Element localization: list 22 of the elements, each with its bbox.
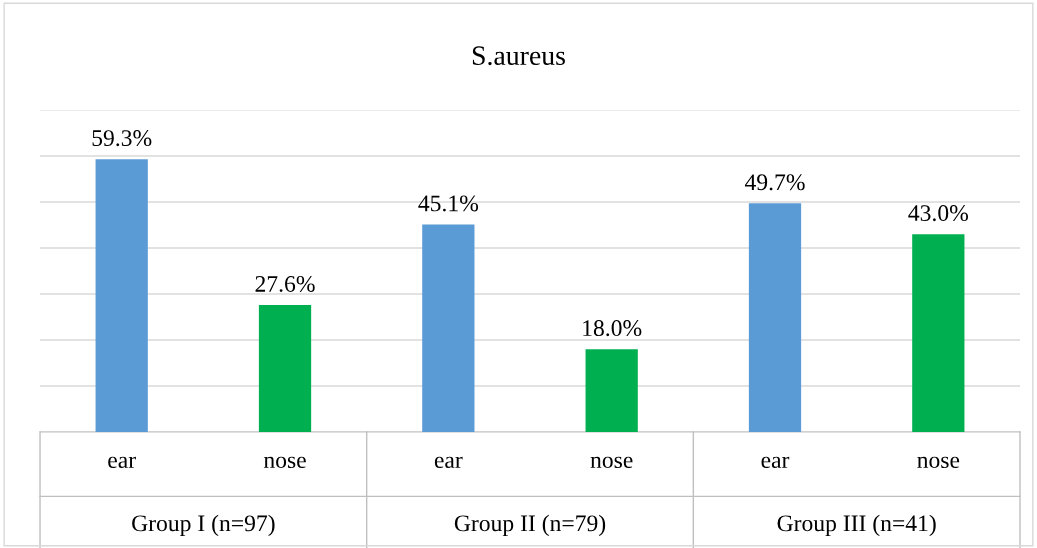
- bar: [422, 224, 475, 432]
- chart-title: S.aureus: [472, 46, 565, 66]
- x-tick-label: nose: [917, 456, 960, 469]
- data-label: 43.0%: [908, 205, 969, 222]
- data-label: 18.0%: [583, 320, 642, 337]
- bar: [95, 159, 148, 432]
- bar: [912, 234, 965, 432]
- bar: [748, 203, 802, 432]
- text: Group I (n=97): [132, 514, 275, 537]
- data-label: 59.3%: [92, 130, 152, 147]
- x-tick-label: ear: [761, 456, 790, 469]
- data-label: 27.6%: [255, 275, 315, 292]
- x-tick-label: ear: [108, 456, 136, 469]
- text: Group III (n=41): [777, 514, 936, 537]
- x-tick-label: ear: [434, 456, 463, 469]
- bar: [585, 349, 638, 432]
- data-label: 45.1%: [418, 195, 479, 212]
- x-tick-label: nose: [590, 456, 633, 469]
- x-tick-label: nose: [263, 456, 306, 469]
- bar: [258, 305, 312, 432]
- text: Group II (n=79): [454, 514, 606, 537]
- data-label: 49.7%: [744, 174, 805, 191]
